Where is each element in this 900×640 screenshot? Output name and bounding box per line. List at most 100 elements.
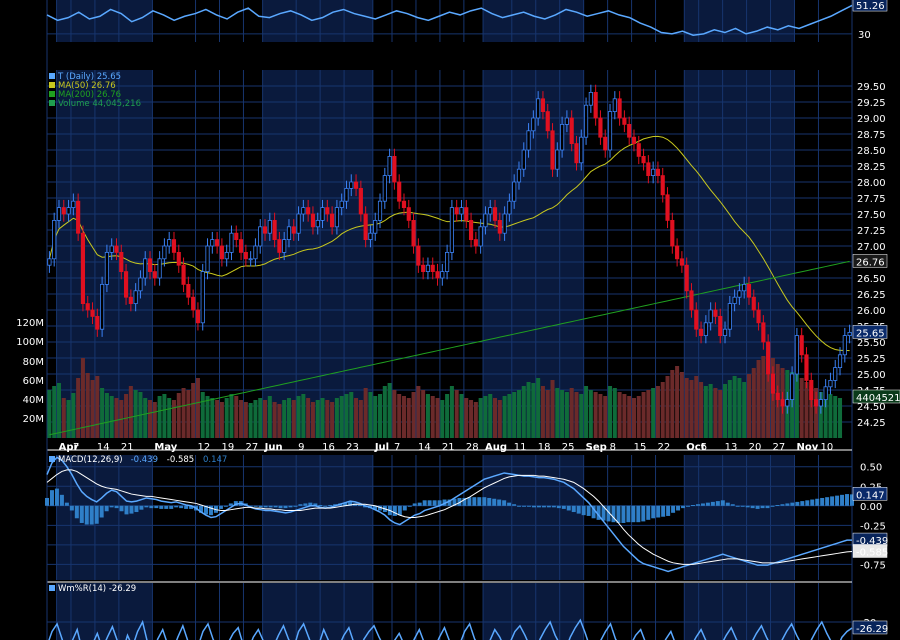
candle-body (267, 219, 272, 234)
macd-histogram-bar (343, 502, 348, 506)
volume-bar (512, 392, 517, 438)
macd-histogram-bar (487, 497, 492, 506)
volume-bar (651, 388, 656, 438)
macd-histogram-bar (551, 505, 556, 508)
macd-histogram-bar (462, 497, 467, 506)
value-tag-box (852, 544, 888, 558)
candle-body (95, 315, 100, 330)
price-tick-label: 26.00 (857, 306, 886, 317)
macd-histogram-bar (800, 501, 805, 506)
macd-histogram-bar (377, 505, 382, 511)
volume-bar (493, 398, 498, 438)
candle-body (56, 207, 62, 221)
candle-body (449, 207, 454, 253)
volume-bar (186, 390, 191, 438)
macd-histogram-bar (676, 505, 681, 511)
macd-histogram-bar (348, 501, 353, 506)
macd-histogram-bar (695, 504, 700, 506)
macd-histogram-bar (149, 505, 154, 509)
candle-body (627, 124, 632, 138)
macd-histogram-bar (785, 503, 790, 506)
price-tick-label: 28.00 (857, 178, 886, 189)
candle-body (291, 226, 296, 234)
volume-bar (497, 400, 502, 438)
candle-body (377, 200, 383, 221)
candle-body (243, 251, 248, 260)
candle-body (588, 92, 593, 106)
candle-body (397, 181, 402, 202)
candle-body (363, 213, 368, 241)
volume-bar (756, 360, 761, 438)
candle-body (617, 98, 622, 119)
macd-histogram-bar (124, 505, 129, 515)
candle-body (646, 162, 651, 177)
volume-bar (584, 386, 589, 438)
candle-body (794, 335, 799, 375)
volume-bar (421, 390, 426, 438)
macd-line (46, 456, 853, 573)
macd-histogram-bar (179, 505, 184, 509)
macd-histogram-bar (606, 505, 611, 522)
candle-body (622, 117, 627, 125)
candle-body (85, 303, 90, 311)
price-tick-label: 26.50 (857, 274, 886, 285)
candle-body (593, 92, 598, 119)
volume-bar (224, 398, 229, 438)
legend-label: -0.439 (131, 455, 158, 465)
macd-histogram-bar (54, 488, 59, 506)
macd-histogram-bar (815, 498, 820, 506)
candle-body (804, 354, 809, 381)
volume-bar (215, 400, 220, 438)
candle-body (382, 175, 387, 202)
macd-histogram-bar (358, 505, 363, 506)
macd-histogram-bar (293, 505, 298, 507)
candle-body (133, 290, 138, 304)
volume-bar (833, 396, 838, 438)
candle-body (219, 245, 224, 260)
price-tick-label: 27.00 (857, 242, 886, 253)
volume-bar (550, 380, 555, 438)
candle-body (516, 168, 522, 183)
value-tag-box (852, 620, 888, 635)
volume-bar (248, 403, 253, 438)
candle-body (598, 117, 603, 138)
value-tag-text: 26.76 (856, 257, 885, 268)
macd-histogram-bar (208, 505, 213, 516)
macd-histogram-bar (770, 505, 775, 507)
macd-histogram-bar (199, 505, 204, 513)
candle-body (143, 258, 148, 279)
macd-histogram-bar (840, 494, 845, 506)
volume-bar (723, 384, 728, 438)
macd-histogram-bar (283, 505, 288, 509)
volume-bar (593, 392, 598, 438)
candle-body (722, 328, 728, 337)
candle-body (660, 175, 665, 196)
candle-body (459, 207, 464, 215)
macd-histogram-bar (313, 503, 318, 506)
date-tick-label: 8 (610, 442, 616, 453)
value-tag-text: 0.147 (856, 490, 885, 501)
candle-body (555, 149, 560, 170)
macd-histogram-bar (810, 499, 815, 506)
macd-histogram-bar (397, 505, 402, 516)
volume-bar (320, 398, 325, 438)
macd-histogram-bar (477, 497, 482, 506)
macd-histogram-bar (159, 505, 164, 509)
date-tick-label: 18 (538, 442, 551, 453)
candle-body (215, 239, 220, 247)
volume-bar (229, 394, 234, 438)
volume-bar (344, 394, 349, 438)
legend-swatch (49, 100, 55, 106)
macd-histogram-bar (134, 505, 139, 513)
volume-tick-label: 100M (16, 337, 44, 348)
price-candles (47, 84, 852, 414)
volume-bar (406, 398, 411, 438)
date-tick-label: 15 (634, 442, 647, 453)
volume-bar (210, 398, 215, 438)
macd-histogram-bar (45, 497, 49, 506)
macd-histogram-bar (531, 505, 536, 508)
candle-body (492, 207, 498, 221)
candle-body (147, 258, 153, 272)
value-tag-box (852, 325, 888, 339)
volume-bar (148, 400, 153, 438)
